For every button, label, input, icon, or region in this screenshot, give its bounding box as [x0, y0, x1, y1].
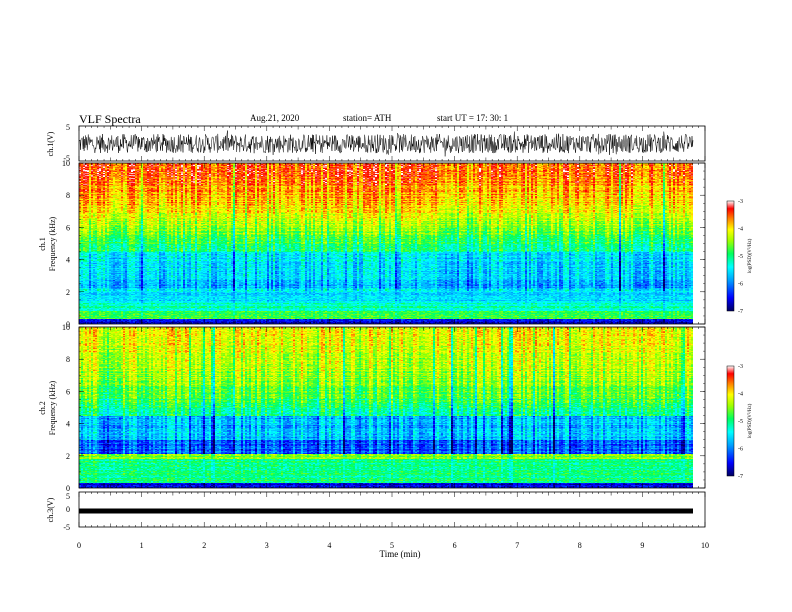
ytick-label: 8 — [66, 191, 70, 200]
ch1-xticks — [78, 126, 706, 161]
figure-title: VLF Spectra — [79, 112, 141, 126]
colorbar-tick-label: -3 — [738, 364, 743, 370]
date-label: Aug.21, 2020 — [250, 113, 300, 123]
xtick-label: 4 — [327, 541, 331, 550]
xtick-label: 10 — [701, 541, 709, 550]
ch3-ytick-bottom: -5 — [63, 523, 70, 532]
station-label: station= ATH — [343, 113, 392, 123]
xtick-label: 5 — [390, 541, 394, 550]
ch2-spec-ylabel-channel: ch.2 — [38, 401, 47, 415]
ch2-spec-ylabel-frequency: Frequency (kHz) — [48, 380, 57, 435]
ch2-spectrogram-image — [79, 327, 705, 488]
xtick-label: 3 — [265, 541, 269, 550]
ch3-waveform-trace — [79, 508, 693, 514]
ytick-label: 2 — [66, 452, 70, 461]
ch2-colorbar — [726, 365, 735, 477]
xtick-label: 7 — [515, 541, 519, 550]
ch1-spectrogram-image — [79, 163, 705, 324]
xtick-label: 9 — [640, 541, 644, 550]
ytick-label: 4 — [66, 256, 70, 265]
ytick-label: 8 — [66, 355, 70, 364]
colorbar-tick-label: -7 — [738, 474, 743, 480]
time-axis-label: Time (min) — [380, 549, 421, 559]
colorbar-tick-label: -6 — [738, 282, 743, 288]
ch2-colorbar-ticks: -3 -4 -5 -6 -7 — [738, 364, 743, 480]
colorbar-tick-label: -7 — [738, 309, 743, 315]
ch3-ytick-top: 5 — [66, 492, 70, 501]
ch3-ylabel: ch.3(V) — [46, 497, 55, 522]
ytick-label: 4 — [66, 420, 70, 429]
ytick-label: 6 — [66, 223, 70, 232]
ch1-colorbar-ticks: -3 -4 -5 -6 -7 — [738, 199, 743, 315]
ytick-label: 6 — [66, 387, 70, 396]
colorbar-tick-label: -5 — [738, 254, 743, 260]
colorbar-tick-label: -4 — [738, 227, 743, 233]
ch3-waveform-panel: 5 0 -5 ch.3(V) — [46, 491, 706, 532]
xtick-label: 8 — [578, 541, 582, 550]
colorbar-tick-label: -3 — [738, 199, 743, 205]
ch1-colorbar — [726, 200, 735, 312]
colorbar-tick-label: -6 — [738, 447, 743, 453]
ch1-colorbar-label: log(PSD)(V²/Hz) — [747, 238, 753, 273]
ch3-ytick-mid: 0 — [66, 505, 70, 514]
ch1-ytick-top: 5 — [66, 123, 70, 132]
ch1-spec-ylabel-channel: ch.1 — [38, 237, 47, 251]
ytick-label: 10 — [62, 159, 70, 168]
colorbar-tick-label: -4 — [738, 392, 743, 398]
xtick-label: 6 — [453, 541, 457, 550]
ch2-spectrogram-yticks: 0 2 4 6 8 10 — [62, 323, 705, 493]
ytick-label: 0 — [66, 484, 70, 493]
time-axis-tick-labels: 0 1 2 3 4 5 6 7 8 9 10 — [77, 541, 709, 550]
xtick-label: 0 — [77, 541, 81, 550]
ytick-label: 0 — [66, 320, 70, 329]
ch2-spectrogram-xticks — [78, 327, 706, 488]
colorbar-tick-label: -5 — [738, 419, 743, 425]
ytick-label: 10 — [62, 323, 70, 332]
ch1-ytick-bottom: -5 — [63, 154, 70, 163]
ch1-spectrogram-yticks: 0 2 4 6 8 10 — [62, 159, 705, 329]
ch3-xticks — [78, 492, 706, 527]
ch1-ylabel: ch.1(V) — [46, 131, 55, 156]
ytick-label: 2 — [66, 288, 70, 297]
xtick-label: 1 — [140, 541, 144, 550]
ch1-waveform-line — [78, 130, 694, 157]
ch2-colorbar-label: log(PSD)(V²/Hz) — [747, 403, 753, 438]
start-time-label: start UT = 17: 30: 1 — [437, 113, 509, 123]
ch1-spec-ylabel-frequency: Frequency (kHz) — [48, 216, 57, 271]
ch1-waveform-panel: 5 -5 ch.1(V) — [46, 123, 706, 163]
ch1-spectrogram-xticks — [78, 163, 706, 324]
xtick-label: 2 — [202, 541, 206, 550]
